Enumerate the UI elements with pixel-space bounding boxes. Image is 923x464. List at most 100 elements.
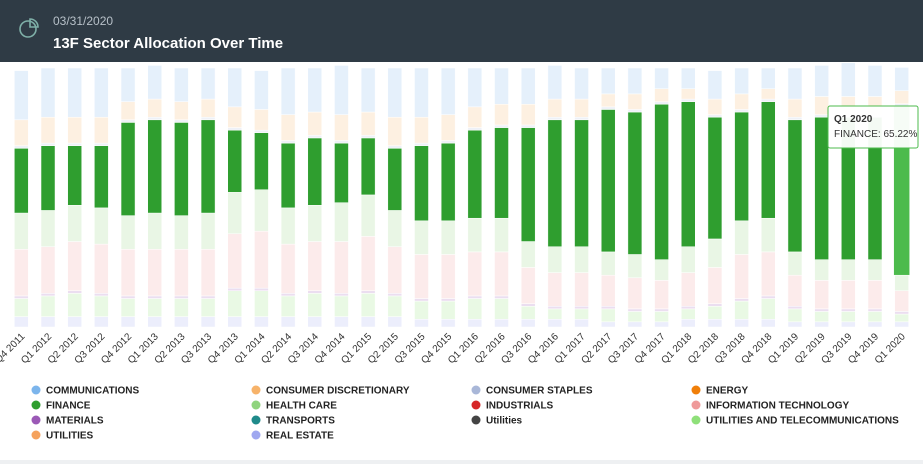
bar-segment (814, 96, 829, 115)
bar-segment (520, 241, 536, 268)
bar-segment (894, 321, 909, 328)
legend-marker (471, 400, 481, 410)
bar-segment (814, 116, 829, 260)
bar-segment (14, 249, 29, 297)
legend-label[interactable]: FINANCE (46, 401, 91, 412)
bar-segment (67, 67, 82, 118)
bar-segment (40, 210, 56, 247)
bar-segment (654, 101, 669, 105)
bar-segment (174, 249, 189, 297)
bar-segment (734, 220, 749, 255)
bar-segment (334, 293, 349, 297)
bar-segment (707, 116, 723, 240)
bar-segment (681, 306, 696, 310)
legend-label[interactable]: HEALTH CARE (266, 401, 337, 412)
bar-segment (761, 67, 776, 89)
legend-label[interactable]: ENERGY (706, 386, 749, 397)
bar-segment (94, 116, 109, 144)
bar-segment (894, 90, 909, 104)
legend-label[interactable]: UTILITIES AND TELECOMMUNICATIONS (706, 416, 899, 427)
bar-segment (761, 295, 776, 299)
bar-segment (627, 254, 643, 279)
bar-segment (14, 212, 29, 250)
bar-segment (440, 298, 456, 302)
bar-segment (787, 116, 803, 121)
bar-segment (254, 316, 269, 328)
bar-segment (867, 321, 883, 328)
legend-label[interactable]: TRANSPORTS (266, 416, 335, 427)
bar-segment (627, 277, 643, 310)
bar-segment (547, 308, 563, 320)
bar-segment (467, 106, 483, 128)
bar-segment (147, 212, 162, 250)
bar-segment (600, 109, 616, 253)
bar-segment (707, 303, 723, 307)
bar-segment (520, 104, 536, 126)
bar-segment (147, 65, 162, 100)
bar-segment (307, 290, 323, 294)
bar-segment (894, 274, 909, 291)
bar-segment (40, 67, 56, 118)
bar-segment (574, 272, 589, 307)
bar-segment (440, 220, 456, 255)
bar-segment (254, 290, 269, 317)
bar-segment (307, 205, 323, 242)
legend-label[interactable]: UTILITIES (46, 431, 94, 442)
bar-segment (520, 318, 536, 328)
bar-segment (387, 148, 403, 211)
bar-segment (254, 230, 269, 289)
bar-segment (707, 267, 723, 304)
bar-segment (547, 65, 563, 100)
bar-segment (707, 306, 723, 320)
bar-segment (120, 122, 136, 216)
bar-segment (894, 311, 909, 315)
date: 03/31/2020 (53, 14, 114, 28)
bar-segment (734, 300, 749, 320)
bar-segment (787, 67, 803, 100)
bar-segment (787, 98, 803, 118)
bar-segment (307, 137, 323, 206)
bar-segment (67, 293, 82, 317)
bar-segment (254, 109, 269, 131)
bar-segment (787, 308, 803, 323)
bar-segment (681, 98, 696, 102)
bar-segment (761, 217, 776, 253)
legend-label[interactable]: MATERIALS (46, 416, 104, 427)
legend-label[interactable]: COMMUNICATIONS (46, 386, 139, 397)
bar-segment (734, 111, 749, 222)
legend-label[interactable]: INFORMATION TECHNOLOGY (706, 401, 849, 412)
bar-segment (94, 295, 109, 317)
bar-segment (14, 148, 29, 214)
bar-segment (67, 145, 82, 206)
bar-segment (467, 67, 483, 108)
bar-segment (734, 318, 749, 328)
bar-segment (200, 67, 216, 100)
bar-segment (787, 119, 803, 253)
bar-segment (360, 316, 376, 328)
legend-label[interactable]: CONSUMER DISCRETIONARY (266, 386, 410, 397)
bar-segment (94, 243, 109, 294)
bar-segment (334, 241, 349, 294)
bar-segment (734, 109, 749, 113)
legend-label[interactable]: Utilities (486, 416, 523, 427)
bar-segment (787, 306, 803, 310)
bar-segment (734, 67, 749, 95)
bar-segment (387, 67, 403, 118)
bar-segment (841, 321, 856, 328)
bar-segment (761, 251, 776, 297)
legend-label[interactable]: CONSUMER STAPLES (486, 386, 593, 397)
bar-segment (520, 127, 536, 242)
bar-segment (707, 238, 723, 268)
tooltip-title: Q1 2020 (834, 114, 873, 125)
bar-segment (814, 259, 829, 281)
bar-segment (600, 106, 616, 110)
legend-label[interactable]: REAL ESTATE (266, 431, 334, 442)
bar-segment (254, 287, 269, 291)
bar-segment (67, 290, 82, 294)
bar-segment (307, 67, 323, 113)
bar-segment (654, 67, 669, 89)
legend-label[interactable]: INDUSTRIALS (486, 401, 554, 412)
bar-segment (200, 98, 216, 118)
bar-segment (14, 145, 29, 149)
bar-segment (360, 290, 376, 294)
